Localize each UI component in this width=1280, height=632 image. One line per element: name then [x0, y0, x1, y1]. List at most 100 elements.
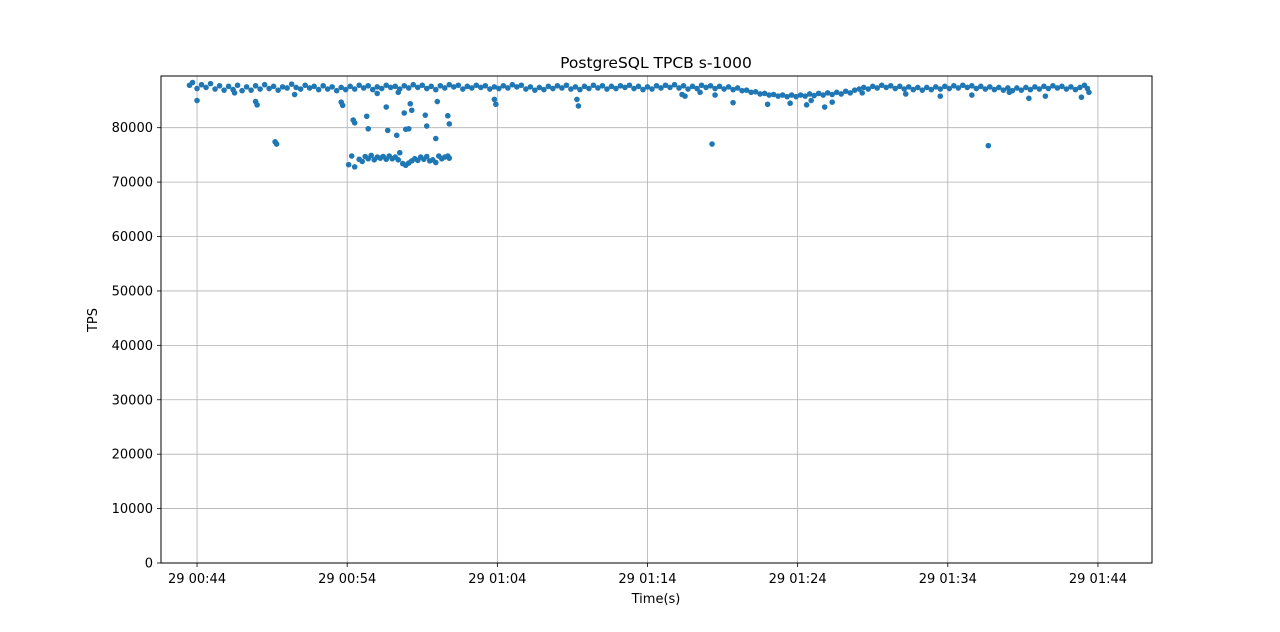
data-point	[946, 85, 953, 92]
data-point	[541, 86, 547, 93]
data-point	[721, 86, 727, 92]
data-point	[342, 86, 349, 93]
data-point	[360, 85, 367, 91]
data-point	[324, 86, 331, 92]
data-point	[847, 90, 853, 96]
data-point	[757, 91, 763, 97]
data-point	[833, 89, 840, 96]
data-point	[752, 88, 759, 95]
data-point	[811, 92, 817, 99]
data-points	[186, 79, 1092, 170]
data-point	[987, 84, 993, 90]
data-point	[437, 82, 444, 89]
data-point	[689, 83, 696, 90]
data-point	[617, 82, 624, 89]
data-point	[378, 85, 385, 92]
data-point	[545, 83, 552, 90]
data-point	[1023, 84, 1029, 91]
data-point	[1006, 89, 1013, 96]
data-point	[626, 82, 633, 89]
data-point	[221, 87, 227, 93]
data-point	[985, 142, 992, 149]
data-point	[423, 85, 430, 92]
data-point	[923, 84, 930, 91]
data-point	[644, 84, 651, 90]
data-point	[887, 82, 894, 89]
data-point	[766, 92, 772, 98]
data-point	[734, 85, 741, 91]
data-point	[941, 83, 948, 90]
data-point	[254, 102, 260, 108]
data-point	[653, 82, 660, 89]
y-tick-label: 40000	[112, 339, 153, 354]
data-point	[455, 82, 462, 89]
data-point	[446, 155, 453, 161]
data-point	[348, 153, 355, 159]
x-tick-label: 29 01:44	[1069, 572, 1127, 587]
data-point	[1027, 86, 1034, 93]
data-point	[395, 157, 402, 163]
plot-frame	[160, 75, 1153, 564]
data-point	[532, 87, 538, 93]
data-point	[604, 86, 610, 92]
data-point	[297, 86, 304, 92]
data-point	[1018, 87, 1025, 93]
data-point	[234, 82, 241, 89]
data-point	[1026, 95, 1032, 102]
data-point	[806, 91, 813, 97]
x-axis-ticks: 29 00:44 29 00:54 29 01:04 29 01:14 29 01:24…	[168, 563, 1127, 587]
data-point	[574, 96, 580, 103]
data-point	[351, 164, 358, 170]
chart-title: PostgreSQL TPCB s-1000	[560, 54, 752, 72]
data-point	[859, 90, 866, 96]
data-point	[856, 86, 862, 92]
data-point	[1068, 84, 1074, 90]
data-point	[410, 81, 417, 88]
data-point	[374, 90, 381, 97]
data-point	[851, 87, 858, 93]
y-tick-label: 20000	[112, 448, 153, 463]
data-point	[914, 84, 921, 91]
data-point	[761, 90, 768, 97]
x-axis-label: Time(s)	[631, 592, 681, 607]
data-point	[1014, 85, 1020, 91]
data-point	[572, 84, 579, 90]
data-point	[401, 82, 408, 89]
data-point	[315, 86, 322, 93]
data-point	[821, 104, 828, 110]
data-point	[536, 84, 543, 91]
data-point	[698, 82, 705, 89]
data-point	[478, 84, 484, 91]
data-point	[387, 84, 394, 91]
data-point	[231, 90, 238, 96]
data-point	[896, 83, 903, 90]
data-point	[982, 86, 989, 92]
data-point	[671, 81, 678, 88]
data-point	[207, 80, 214, 87]
data-point	[860, 84, 867, 91]
data-point	[910, 86, 917, 93]
data-point	[252, 82, 259, 89]
data-point	[356, 82, 363, 89]
data-point	[363, 113, 370, 120]
y-tick-label: 30000	[112, 393, 153, 408]
y-axis-ticks: 0 10000 20000 30000 40000 50000 60000 70000 8000…	[112, 121, 161, 572]
data-point	[345, 161, 352, 168]
data-point	[824, 90, 831, 96]
data-point	[1005, 85, 1011, 91]
data-point	[770, 91, 777, 98]
data-point	[969, 82, 975, 89]
data-point	[662, 82, 669, 89]
data-point	[575, 103, 582, 109]
data-point	[928, 86, 935, 93]
x-tick-label: 29 01:24	[769, 572, 827, 587]
data-point	[694, 85, 700, 92]
data-point	[441, 85, 448, 91]
data-point	[284, 85, 290, 91]
data-point	[291, 91, 298, 98]
data-point	[451, 84, 457, 90]
data-point	[932, 84, 939, 90]
data-point	[608, 83, 615, 90]
data-point	[444, 112, 451, 119]
